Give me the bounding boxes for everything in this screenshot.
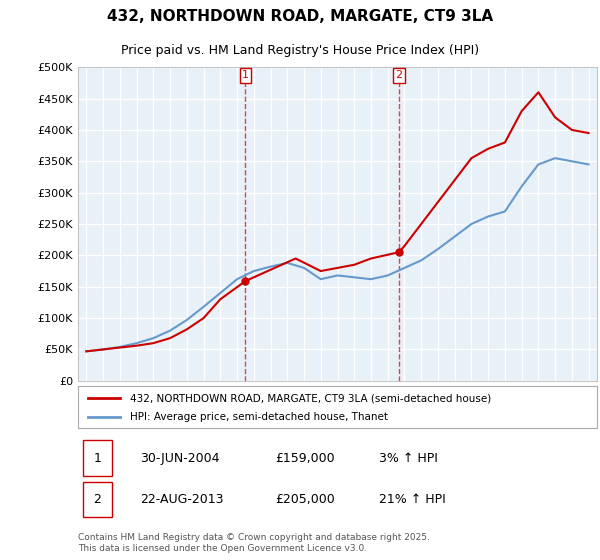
Text: 432, NORTHDOWN ROAD, MARGATE, CT9 3LA: 432, NORTHDOWN ROAD, MARGATE, CT9 3LA bbox=[107, 10, 493, 24]
Text: 21% ↑ HPI: 21% ↑ HPI bbox=[379, 493, 446, 506]
Text: £159,000: £159,000 bbox=[275, 451, 335, 465]
FancyBboxPatch shape bbox=[83, 482, 112, 517]
Text: 1: 1 bbox=[242, 71, 249, 80]
Text: HPI: Average price, semi-detached house, Thanet: HPI: Average price, semi-detached house,… bbox=[130, 412, 388, 422]
Text: 22-AUG-2013: 22-AUG-2013 bbox=[140, 493, 224, 506]
FancyBboxPatch shape bbox=[83, 441, 112, 475]
Text: 432, NORTHDOWN ROAD, MARGATE, CT9 3LA (semi-detached house): 432, NORTHDOWN ROAD, MARGATE, CT9 3LA (s… bbox=[130, 393, 491, 403]
Text: 3% ↑ HPI: 3% ↑ HPI bbox=[379, 451, 438, 465]
Text: Price paid vs. HM Land Registry's House Price Index (HPI): Price paid vs. HM Land Registry's House … bbox=[121, 44, 479, 57]
Text: 1: 1 bbox=[94, 451, 101, 465]
Text: 30-JUN-2004: 30-JUN-2004 bbox=[140, 451, 220, 465]
FancyBboxPatch shape bbox=[78, 386, 597, 428]
Text: Contains HM Land Registry data © Crown copyright and database right 2025.
This d: Contains HM Land Registry data © Crown c… bbox=[78, 533, 430, 553]
Text: 2: 2 bbox=[94, 493, 101, 506]
Text: £205,000: £205,000 bbox=[275, 493, 335, 506]
Text: 2: 2 bbox=[395, 71, 403, 80]
